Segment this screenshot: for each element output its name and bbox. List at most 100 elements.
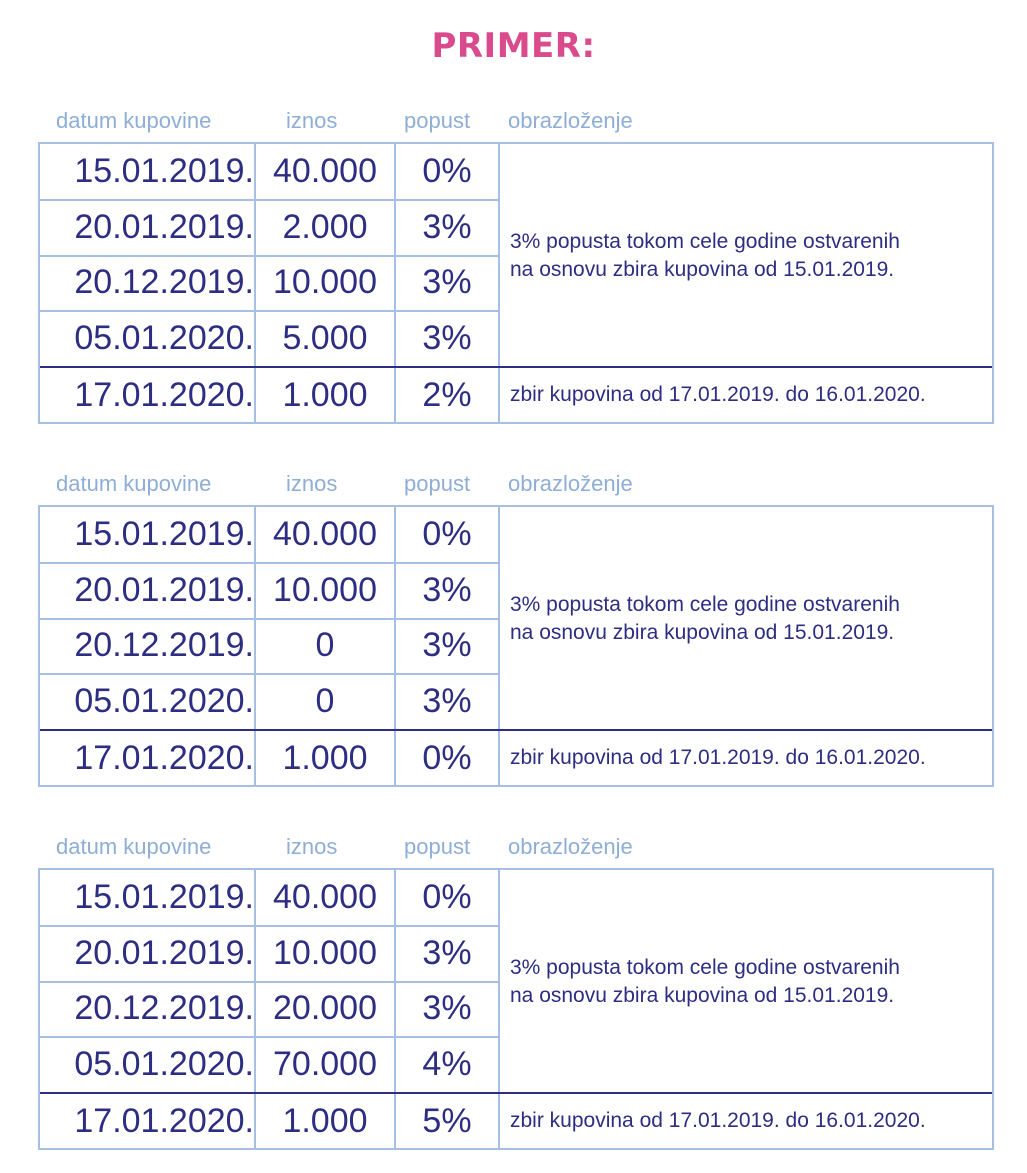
amount-cell: 1.000 (282, 739, 368, 777)
table-row: 05.01.2020. 0 3% (40, 674, 498, 729)
header-note: obrazloženje (508, 834, 633, 859)
page-title: PRIMER: (431, 26, 596, 66)
note-line: na osnovu zbira kupovina od 15.01.2019. (510, 621, 895, 644)
column-divider (254, 870, 256, 1148)
example-table-3: datum kupovine iznos popust obrazloženje… (38, 834, 994, 1150)
table-header: datum kupovine iznos popust obrazloženje (38, 471, 992, 505)
table-row: 20.12.2019. 0 3% (40, 618, 498, 673)
header-amount: iznos (286, 108, 338, 133)
table-row: 05.01.2020. 70.000 4% (40, 1037, 498, 1092)
table-row: 20.01.2019. 10.000 3% (40, 563, 498, 618)
row-divider (40, 199, 498, 201)
table-header: datum kupovine iznos popust obrazloženje (38, 834, 992, 868)
column-divider (394, 870, 396, 1148)
explanation-note-bottom: zbir kupovina od 17.01.2019. do 16.01.20… (510, 746, 926, 769)
amount-cell: 1.000 (282, 376, 368, 414)
amount-cell: 2.000 (282, 208, 368, 246)
amount-cell: 70.000 (273, 1045, 377, 1083)
date-cell: 20.01.2019. (74, 934, 254, 972)
discount-cell: 0% (422, 739, 472, 777)
date-cell: 20.12.2019. (74, 263, 254, 301)
section-divider (40, 1092, 992, 1094)
note-line: na osnovu zbira kupovina od 15.01.2019. (510, 258, 895, 281)
explanation-note: 3% popusta tokom cele godine ostvarenih … (510, 954, 980, 1010)
table-row: 15.01.2019. 40.000 0% (40, 507, 498, 562)
table-row: 05.01.2020. 5.000 3% (40, 311, 498, 366)
header-date: datum kupovine (56, 471, 212, 496)
discount-cell: 5% (422, 1102, 472, 1140)
column-divider (498, 870, 500, 1148)
discount-cell: 3% (422, 626, 472, 664)
row-divider (40, 562, 498, 564)
section-divider (40, 729, 992, 731)
table-row: 15.01.2019. 40.000 0% (40, 870, 498, 925)
row-divider (40, 981, 498, 983)
amount-cell: 0 (315, 682, 335, 720)
amount-cell: 40.000 (273, 878, 377, 916)
column-divider (394, 507, 396, 785)
table-row: 20.01.2019. 10.000 3% (40, 926, 498, 981)
table-row: 17.01.2020. 1.000 2% (40, 368, 498, 423)
row-divider (40, 925, 498, 927)
header-discount: popust (404, 108, 471, 133)
header-date: datum kupovine (56, 834, 212, 859)
example-table-1: datum kupovine iznos popust obrazloženje… (38, 108, 994, 424)
date-cell: 20.12.2019. (74, 989, 254, 1027)
amount-cell: 10.000 (273, 263, 377, 301)
amount-cell: 5.000 (282, 319, 368, 357)
row-divider (40, 1036, 498, 1038)
discount-cell: 0% (422, 878, 472, 916)
discount-cell: 3% (422, 319, 472, 357)
discount-cell: 0% (422, 152, 472, 190)
row-divider (40, 673, 498, 675)
amount-cell: 40.000 (273, 515, 377, 553)
row-divider (40, 255, 498, 257)
table-row: 20.01.2019. 2.000 3% (40, 200, 498, 255)
column-divider (498, 507, 500, 785)
explanation-note-bottom: zbir kupovina od 17.01.2019. do 16.01.20… (510, 1109, 926, 1132)
header-amount: iznos (286, 471, 338, 496)
amount-cell: 0 (315, 626, 335, 664)
discount-cell: 4% (422, 1045, 472, 1083)
row-divider (40, 310, 498, 312)
amount-cell: 40.000 (273, 152, 377, 190)
note-line: 3% popusta tokom cele godine ostvarenih (510, 956, 900, 979)
note-line: na osnovu zbira kupovina od 15.01.2019. (510, 984, 895, 1007)
discount-cell: 3% (422, 571, 472, 609)
header-note: obrazloženje (508, 108, 633, 133)
discount-cell: 3% (422, 263, 472, 301)
date-cell: 15.01.2019. (74, 515, 254, 553)
table-grid: 15.01.2019. 40.000 0% 20.01.2019. 2.000 … (38, 142, 994, 424)
example-table-2: datum kupovine iznos popust obrazloženje… (38, 471, 994, 787)
amount-cell: 1.000 (282, 1102, 368, 1140)
column-divider (254, 144, 256, 422)
header-discount: popust (404, 471, 471, 496)
header-discount: popust (404, 834, 471, 859)
explanation-note-bottom: zbir kupovina od 17.01.2019. do 16.01.20… (510, 383, 926, 406)
discount-cell: 3% (422, 934, 472, 972)
date-cell: 17.01.2020. (74, 739, 254, 777)
amount-cell: 20.000 (273, 989, 377, 1027)
date-cell: 20.01.2019. (74, 571, 254, 609)
date-cell: 05.01.2020. (74, 319, 254, 357)
table-row: 20.12.2019. 10.000 3% (40, 255, 498, 310)
header-date: datum kupovine (56, 108, 212, 133)
discount-cell: 3% (422, 208, 472, 246)
header-note: obrazloženje (508, 471, 633, 496)
discount-cell: 2% (422, 376, 472, 414)
explanation-note: 3% popusta tokom cele godine ostvarenih … (510, 228, 980, 284)
amount-cell: 10.000 (273, 934, 377, 972)
date-cell: 17.01.2020. (74, 1102, 254, 1140)
table-grid: 15.01.2019. 40.000 0% 20.01.2019. 10.000… (38, 505, 994, 787)
amount-cell: 10.000 (273, 571, 377, 609)
section-divider (40, 366, 992, 368)
date-cell: 15.01.2019. (74, 878, 254, 916)
date-cell: 20.12.2019. (74, 626, 254, 664)
discount-cell: 0% (422, 515, 472, 553)
table-header: datum kupovine iznos popust obrazloženje (38, 108, 992, 142)
table-row: 20.12.2019. 20.000 3% (40, 981, 498, 1036)
note-line: 3% popusta tokom cele godine ostvarenih (510, 593, 900, 616)
discount-cell: 3% (422, 989, 472, 1027)
table-row: 15.01.2019. 40.000 0% (40, 144, 498, 199)
explanation-note: 3% popusta tokom cele godine ostvarenih … (510, 591, 980, 647)
